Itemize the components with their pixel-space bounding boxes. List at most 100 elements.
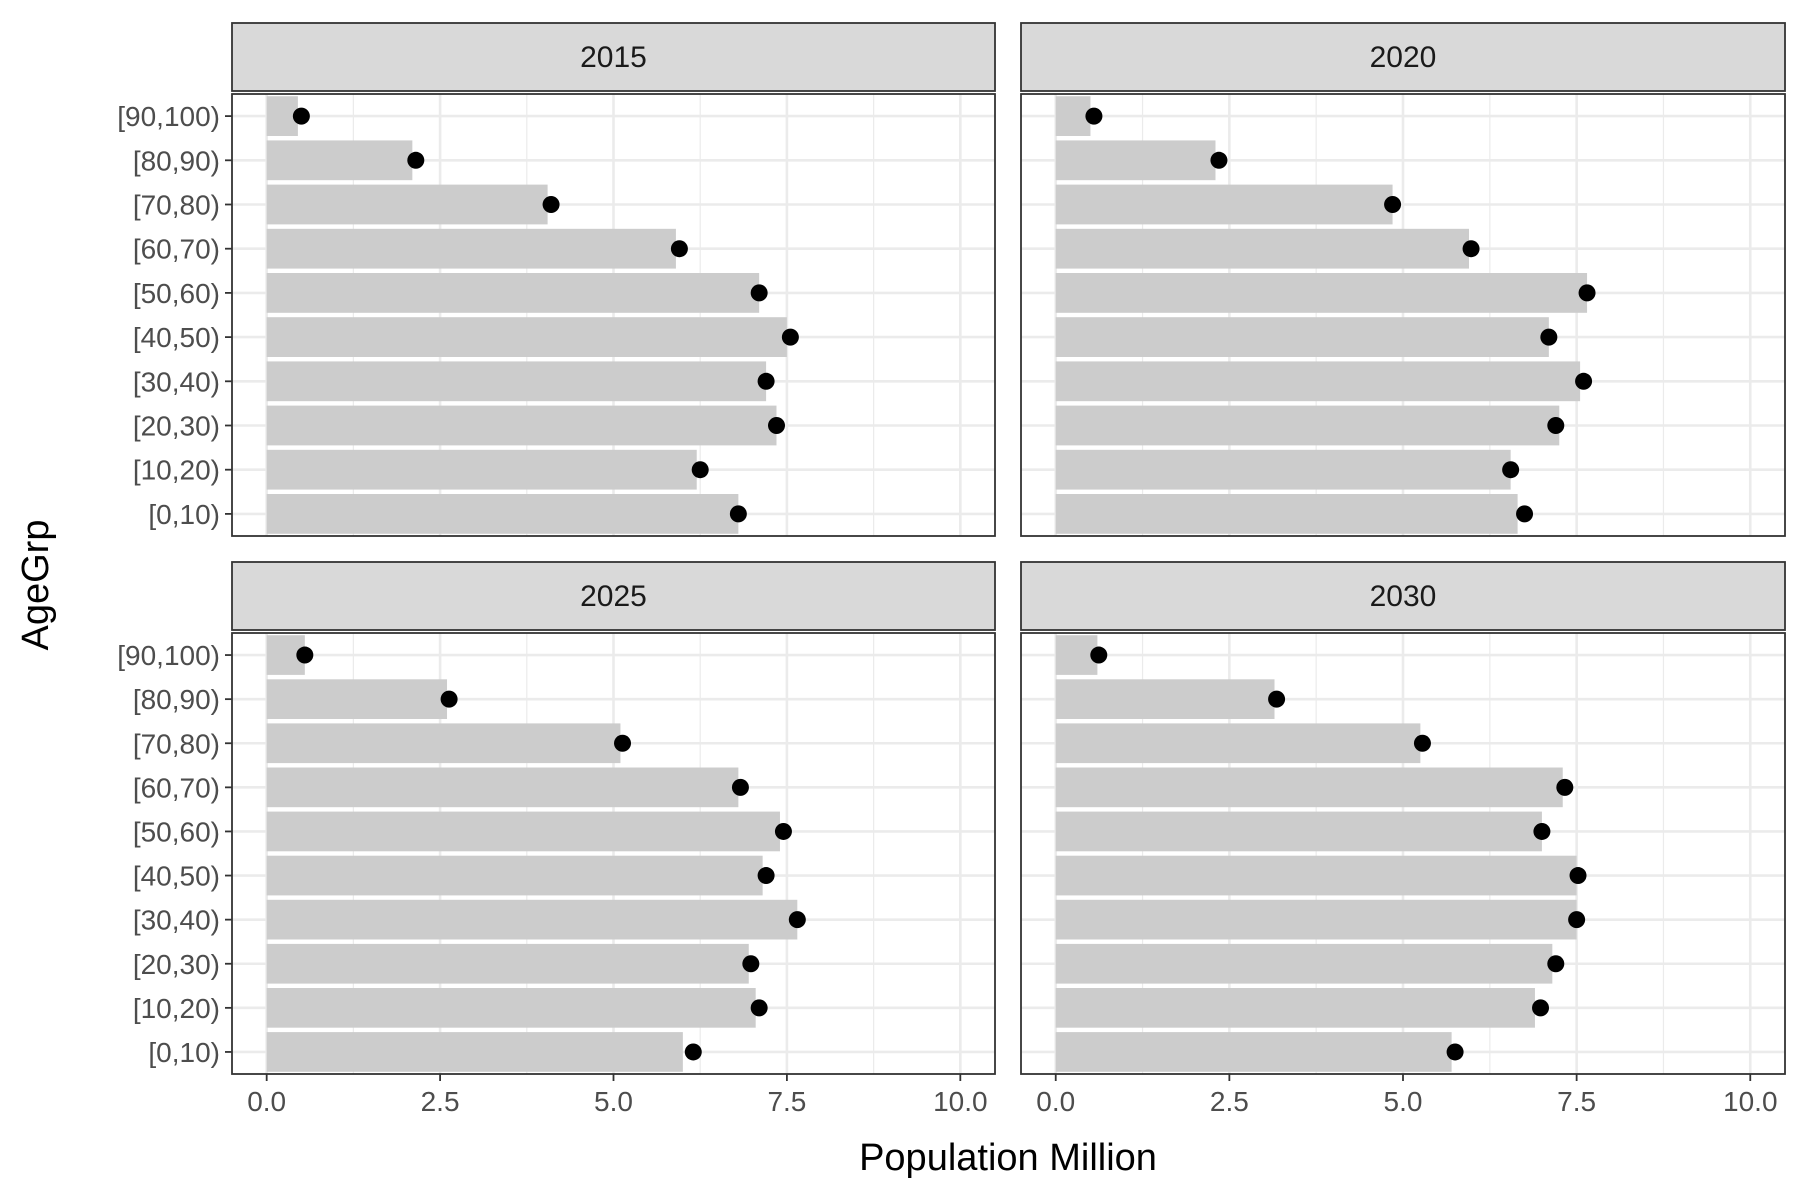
bar-[10,20): [1055, 988, 1535, 1028]
bar-[40,50): [1055, 317, 1549, 357]
y-tick-label: [90,100): [117, 640, 220, 671]
point-[20,30): [742, 955, 760, 973]
x-tick-label: 5.0: [594, 1086, 633, 1117]
y-tick-label: [70,80): [133, 728, 220, 759]
bar-[40,50): [266, 855, 763, 896]
facet-strip: [1020, 561, 1786, 631]
point-[10,20): [1502, 461, 1520, 479]
x-tick-label: 2.5: [421, 1086, 460, 1117]
point-[20,30): [768, 417, 786, 434]
y-tick-label: [30,40): [133, 366, 220, 397]
bar-[0,10): [1055, 1032, 1452, 1072]
y-axis-title: AgeGrp: [15, 520, 57, 651]
x-tick-label: 7.5: [767, 1086, 806, 1117]
bar-[30,40): [266, 361, 767, 402]
bar-[0,10): [266, 1032, 683, 1072]
bar-[20,30): [1055, 943, 1553, 984]
panel-2030: 2030 0.0 2.5 5.0 7.5 10.0: [1020, 561, 1786, 1117]
y-tick-label: [20,30): [133, 949, 220, 980]
bar-[40,50): [266, 317, 787, 357]
point-[30,40): [1575, 372, 1593, 390]
y-tick-label: [90,100): [117, 101, 220, 132]
y-tick-label: [0,10): [148, 1037, 220, 1068]
bar-[90,100): [266, 96, 298, 136]
bar-[80,90): [1055, 679, 1275, 719]
panel-2025: 2025 [0,10) [10,20) [20,30) [30,40) [40,50) [5…: [117, 561, 996, 1117]
bar-[80,90): [266, 140, 413, 181]
facet-strip: [231, 561, 996, 631]
point-[90,100): [292, 107, 310, 125]
point-[60,70): [670, 240, 688, 258]
x-tick-label: 0.0: [1036, 1086, 1075, 1117]
x-tick-label: 2.5: [1210, 1086, 1249, 1117]
point-[50,60): [774, 822, 792, 840]
point-[90,100): [296, 646, 314, 664]
point-[80,90): [407, 151, 425, 169]
y-tick-label: [40,50): [133, 861, 220, 892]
x-axis-title: Population Million: [859, 1137, 1157, 1179]
bar-[20,30): [1055, 405, 1560, 446]
point-[80,90): [1268, 690, 1286, 708]
y-tick-label: [50,60): [133, 816, 220, 847]
bar-[60,70): [1055, 767, 1563, 808]
panel-2020: 2020: [1020, 22, 1786, 537]
point-[10,20): [750, 999, 768, 1017]
bar-[80,90): [266, 679, 448, 719]
bar-[20,30): [266, 943, 749, 984]
point-[60,70): [1556, 778, 1574, 796]
y-tick-label: [70,80): [133, 190, 220, 221]
bar-[40,50): [1055, 855, 1577, 896]
bar-[50,60): [1055, 811, 1542, 852]
point-[30,40): [1568, 911, 1586, 929]
point-[70,80): [1384, 196, 1402, 213]
point-[0,10): [1516, 505, 1534, 523]
bar-[50,60): [266, 273, 760, 313]
point-[10,20): [691, 461, 709, 479]
bar-[70,80): [1055, 184, 1393, 225]
bar-[80,90): [1055, 140, 1216, 181]
bar-[60,70): [266, 228, 676, 269]
facet-strip-label: 2030: [1370, 580, 1437, 613]
point-[70,80): [542, 196, 560, 213]
y-tick-label: [40,50): [133, 322, 220, 353]
panel-border: [1020, 93, 1786, 537]
point-[0,10): [1446, 1043, 1464, 1061]
point-[50,60): [750, 284, 768, 302]
bar-[30,40): [1055, 361, 1581, 402]
facet-strip-label: 2015: [580, 41, 647, 74]
point-[30,40): [788, 911, 806, 929]
bar-[30,40): [266, 899, 798, 940]
bar-[70,80): [1055, 723, 1421, 764]
bar-[70,80): [266, 184, 548, 225]
bar-[70,80): [266, 723, 621, 764]
point-[80,90): [1210, 151, 1228, 169]
y-tick-label: [0,10): [148, 499, 220, 530]
y-tick-label: [10,20): [133, 455, 220, 486]
point-[40,50): [757, 867, 775, 885]
y-tick-label: [50,60): [133, 278, 220, 309]
y-tick-label: [10,20): [133, 993, 220, 1024]
y-tick-label: [80,90): [133, 684, 220, 715]
point-[30,40): [757, 372, 775, 390]
x-tick-label: 0.0: [247, 1086, 286, 1117]
point-[90,100): [1090, 646, 1108, 664]
bar-[30,40): [1055, 899, 1577, 940]
panel-2015: 2015 [0,10) [10,20) [20,30) [30,40) [40,50) [5…: [117, 22, 996, 537]
y-tick-label: [60,70): [133, 234, 220, 265]
point-[50,60): [1533, 822, 1551, 840]
bar-[10,20): [266, 988, 756, 1028]
x-tick-label: 7.5: [1557, 1086, 1596, 1117]
x-tick-label: 10.0: [1723, 1086, 1778, 1117]
bar-[0,10): [266, 494, 739, 534]
point-[20,30): [1547, 955, 1565, 973]
panel-border: [231, 93, 996, 537]
point-[20,30): [1547, 417, 1565, 434]
point-[60,70): [731, 778, 749, 796]
bar-[20,30): [266, 405, 777, 446]
y-tick-label: [60,70): [133, 772, 220, 803]
bar-[50,60): [266, 811, 780, 852]
bar-[60,70): [1055, 228, 1469, 269]
facet-strip: [231, 22, 996, 92]
bar-[50,60): [1055, 273, 1588, 313]
bar-[10,20): [266, 449, 697, 490]
